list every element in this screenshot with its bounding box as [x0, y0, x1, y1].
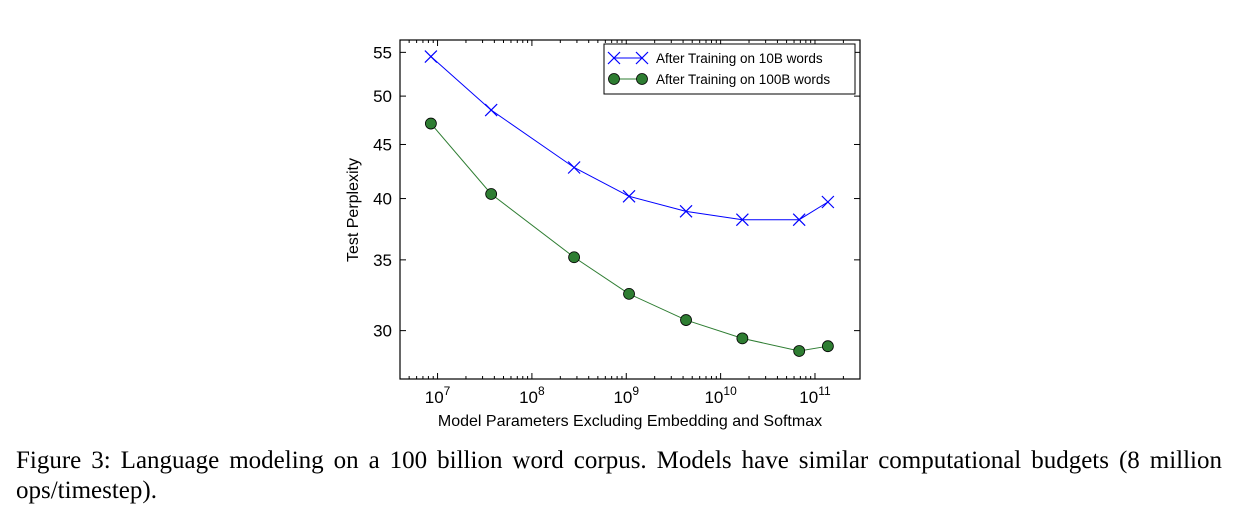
series-line — [430, 56, 829, 221]
y-tick-label: 55 — [373, 43, 392, 62]
circle-marker — [736, 332, 749, 345]
x-tick-label: 107 — [425, 384, 451, 407]
x-marker — [424, 50, 438, 63]
legend: After Training on 10B words After Trainin… — [603, 43, 856, 95]
series-1 — [424, 50, 835, 227]
circle-marker — [568, 251, 580, 264]
marker-stroke — [735, 213, 749, 227]
circle-marker — [424, 117, 437, 130]
y-axis: 30 35 40 45 50 55 — [373, 43, 860, 341]
x-marker — [821, 195, 835, 209]
legend-label: After Training on 10B words — [656, 51, 823, 66]
marker-stroke — [622, 189, 636, 203]
marker-stroke — [635, 51, 649, 65]
marker-stroke — [821, 195, 835, 209]
legend-entry: After Training on 100B words — [608, 72, 830, 87]
x-axis-title: Model Parameters Excluding Embedding and… — [438, 413, 822, 430]
marker-stroke — [792, 213, 806, 227]
y-tick-label: 30 — [373, 322, 392, 341]
x-marker — [622, 189, 636, 203]
legend-box — [603, 43, 856, 95]
figure-caption: Figure 3: Language modeling on a 100 bil… — [16, 447, 1222, 504]
circle-marker — [821, 340, 834, 353]
legend-entry: After Training on 10B words — [607, 51, 823, 66]
x-marker — [484, 103, 498, 117]
x-marker — [567, 161, 581, 174]
legend-marker — [607, 51, 621, 65]
x-marker — [792, 213, 806, 227]
legend-marker — [635, 51, 649, 65]
y-tick-label: 35 — [373, 251, 392, 270]
marker-stroke — [607, 51, 621, 65]
marker-stroke — [567, 161, 581, 174]
x-tick-label: 108 — [519, 384, 545, 407]
y-tick-label: 50 — [373, 87, 392, 106]
legend-label: After Training on 100B words — [656, 72, 830, 87]
circle-marker — [485, 188, 498, 200]
chart: 107 108 109 1010 1011 30 35 40 45 50 55 Model Par… — [345, 39, 861, 430]
circle-marker — [680, 314, 692, 326]
y-axis-title: Test Perplexity — [345, 158, 362, 262]
y-tick-label: 40 — [373, 190, 392, 209]
series-line — [430, 123, 828, 352]
plot-frame — [399, 39, 861, 380]
circle-marker — [623, 287, 635, 300]
circle-marker — [793, 345, 806, 357]
plot-series — [424, 50, 835, 357]
marker-stroke — [424, 50, 438, 63]
x-tick-label: 109 — [613, 384, 639, 407]
legend-marker — [608, 73, 620, 85]
x-axis: 107 108 109 1010 1011 — [399, 40, 861, 407]
marker-stroke — [484, 103, 498, 117]
marker-stroke — [679, 204, 693, 218]
y-tick-label: 45 — [373, 135, 392, 154]
x-tick-label: 1010 — [704, 384, 737, 407]
series-2 — [424, 117, 834, 357]
x-tick-label: 1011 — [799, 384, 831, 407]
x-marker — [679, 204, 693, 218]
x-marker — [735, 213, 749, 227]
legend-marker — [636, 73, 648, 85]
